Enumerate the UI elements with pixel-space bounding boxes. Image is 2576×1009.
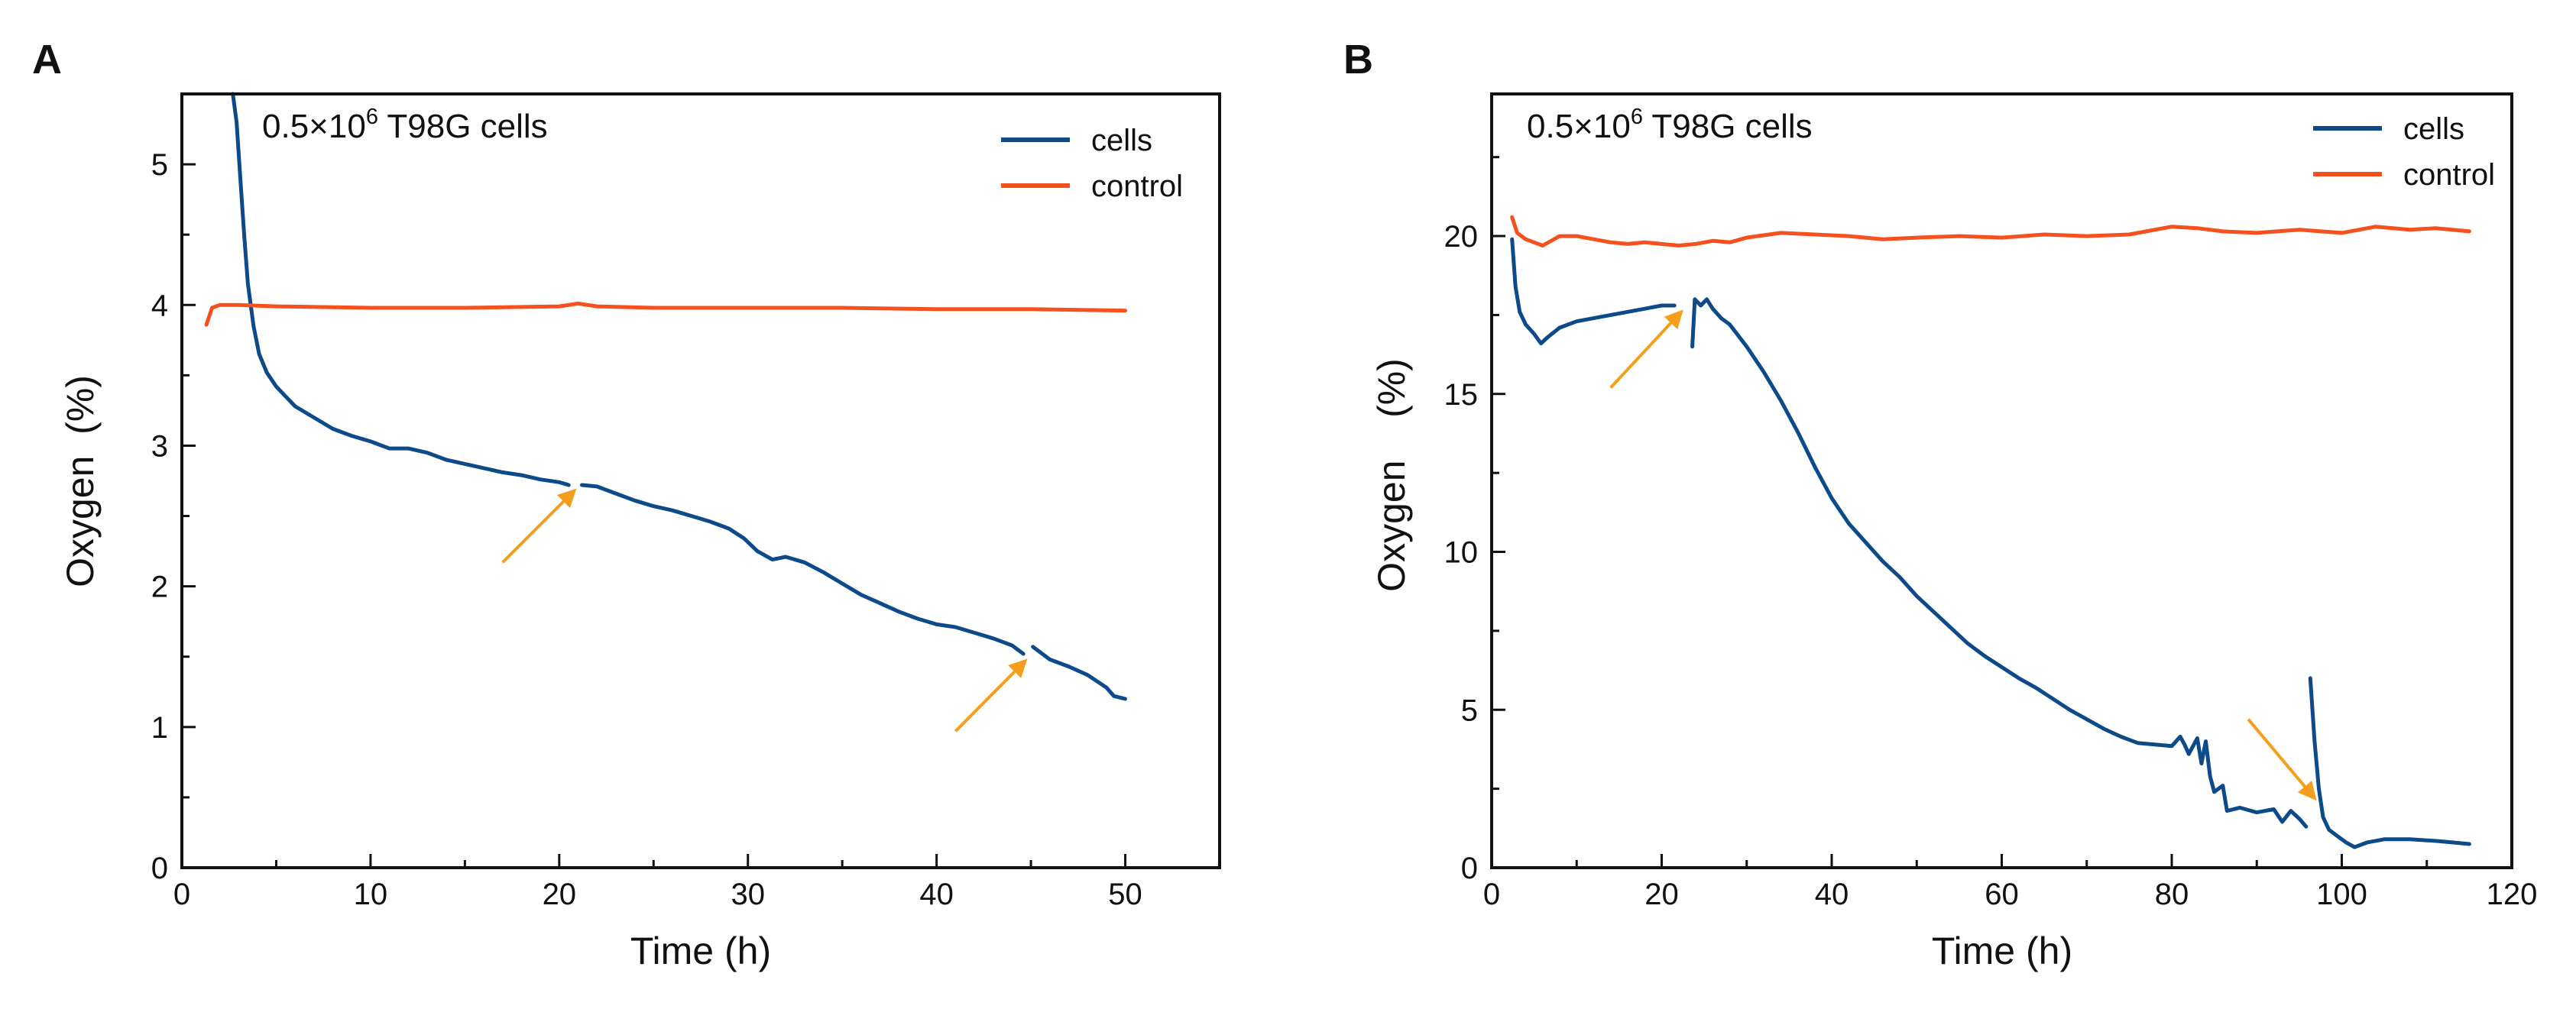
- panel-a-series-control-segment-1: [204, 301, 1127, 327]
- panel-b-xtick-label: 60: [1985, 878, 2019, 911]
- panel-a-series-cells-segment-2: [579, 483, 1026, 656]
- panel-a-series: [204, 92, 1127, 701]
- panel-a-label: A: [32, 37, 62, 82]
- panel-a-ytick-label: 4: [151, 289, 168, 322]
- panel-a-legend: cells control: [1001, 124, 1183, 203]
- panel-b-minor-ticks: [1492, 156, 2429, 868]
- panel-a-chart: 0 10 20 30 40 50 0 1 2 3 4 5 0.5×106 T98G cells cel…: [59, 92, 1221, 972]
- panel-b-ytick-label: 20: [1444, 220, 1479, 254]
- panel-a-xtick-label: 30: [731, 878, 765, 911]
- panel-b-ytick-label: 10: [1444, 536, 1479, 570]
- panel-b-annotation: 0.5×106 T98G cells: [1527, 105, 1813, 145]
- panel-a-legend-cells-label: cells: [1091, 124, 1152, 157]
- panel-b-legend: cells control: [2313, 112, 2495, 192]
- panel-b-series-cells-segment-3: [2308, 676, 2471, 849]
- panel-a-xtick-label: 0: [173, 878, 190, 911]
- panel-a-ytick-label: 5: [151, 148, 168, 182]
- panel-b-ytick-label: 5: [1461, 694, 1478, 727]
- panel-b-arrow-1: [1609, 309, 1683, 389]
- panel-b-xtick-label: 0: [1483, 878, 1500, 911]
- panel-b-xtick-label: 100: [2316, 878, 2367, 911]
- panel-b-chart: 0 20 40 60 80 100 120 0 5 10 15 20 0.5×106 T98G cel…: [1370, 92, 2538, 972]
- panel-b-legend-control-label: control: [2403, 158, 2495, 192]
- panel-a-ylabel: Oxygen (%): [59, 375, 102, 587]
- panel-b-series-control-segment-1: [1510, 215, 2471, 247]
- panel-b-xtick-label: 120: [2487, 878, 2538, 911]
- panel-a-minor-ticks: [182, 233, 1221, 868]
- panel-a-arrows: [501, 488, 1028, 732]
- panel-b-xlabel: Time (h): [1932, 930, 2072, 972]
- panel-a-ytick-label: 1: [151, 711, 168, 745]
- panel-a-series-cells-segment-1: [231, 92, 571, 487]
- panel-a-xtick-label: 50: [1108, 878, 1142, 911]
- panel-a-xtick-label: 10: [354, 878, 388, 911]
- panel-a-xtick-label: 20: [543, 878, 577, 911]
- panel-a-series-cells-segment-3: [1031, 645, 1127, 701]
- panel-a-ytick-label: 0: [151, 852, 168, 885]
- panel-b-xtick-label: 40: [1815, 878, 1849, 911]
- panel-a-ytick-label: 2: [151, 571, 168, 604]
- panel-b-ytick-label: 15: [1444, 378, 1479, 412]
- panel-a-xlabel: Time (h): [630, 930, 771, 972]
- panel-b-ylabel: Oxygen (%): [1370, 358, 1413, 592]
- panel-a-plot-frame: [180, 92, 1221, 869]
- panel-a-ticks: 0 10 20 30 40 50 0 1 2 3 4 5: [151, 148, 1142, 911]
- panel-b-xtick-label: 80: [2155, 878, 2189, 911]
- panel-b-series-cells-segment-2: [1690, 297, 2309, 829]
- panel-a-annotation: 0.5×106 T98G cells: [262, 105, 548, 145]
- panel-a-arrow-2: [954, 658, 1028, 732]
- panel-b-legend-cells-label: cells: [2403, 112, 2464, 146]
- panel-b-plot-frame: [1490, 92, 2513, 869]
- panel-b-ytick-label: 0: [1461, 852, 1478, 885]
- panel-a-ytick-label: 3: [151, 429, 168, 463]
- panel-b-label: B: [1343, 37, 1373, 82]
- panel-b-ticks: 0 20 40 60 80 100 120 0 5 10 15 20: [1444, 220, 2538, 911]
- panel-a-arrow-1: [501, 488, 577, 564]
- panel-a-legend-control-label: control: [1091, 170, 1183, 203]
- panel-b-xtick-label: 20: [1644, 878, 1679, 911]
- panel-b-arrows: [1609, 309, 2317, 801]
- panel-b-arrow-2: [2247, 718, 2317, 801]
- panel-b-series: [1510, 215, 2471, 849]
- panel-b-series-cells-segment-1: [1510, 237, 1677, 346]
- panel-a-xtick-label: 40: [919, 878, 954, 911]
